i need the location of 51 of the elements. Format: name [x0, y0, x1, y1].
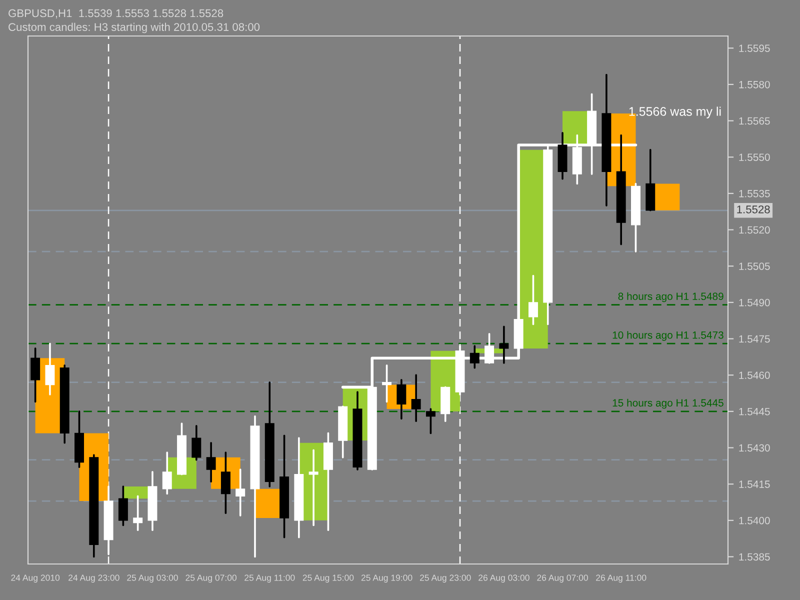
candlestick: [162, 452, 172, 495]
x-tick-label: 25 Aug 07:00: [186, 574, 237, 583]
y-tick-label: 1.5460: [739, 372, 770, 379]
candlestick: [484, 333, 494, 364]
x-tick-label: 26 Aug 11:00: [596, 574, 646, 583]
candlestick: [45, 342, 55, 396]
ref-line-label: 1.5528: [737, 206, 770, 214]
x-tick-label: 25 Aug 03:00: [127, 574, 178, 583]
x-tick-label: 25 Aug 11:00: [244, 574, 295, 583]
x-tick-label: 26 Aug 03:00: [478, 574, 530, 583]
candlestick: [499, 326, 509, 364]
y-tick-label: 1.5565: [739, 117, 770, 125]
y-tick-label: 1.5550: [739, 154, 770, 161]
candlestick: [382, 364, 392, 403]
candlestick: [30, 348, 40, 403]
y-tick-label: 1.5400: [739, 516, 770, 524]
y-tick-label: 1.5430: [739, 444, 770, 452]
y-tick-label: 1.5490: [739, 298, 770, 306]
y-tick-label: 1.5580: [739, 80, 770, 88]
candlestick: [236, 468, 246, 516]
ref-line-label: 8 hours ago H1 1.5489: [618, 292, 724, 302]
y-tick-label: 1.5385: [739, 553, 770, 561]
candlestick: [411, 374, 421, 422]
x-tick-label: 24 Aug 2010: [11, 574, 60, 583]
candlestick: [396, 379, 406, 420]
candlestick: [192, 425, 202, 461]
chart-title: GBPUSD,H1 1.5539 1.5553 1.5528 1.5528: [8, 9, 224, 18]
y-tick-label: 1.5475: [739, 335, 770, 343]
x-tick-label: 25 Aug 19:00: [361, 574, 412, 583]
y-tick-label: 1.5505: [739, 262, 770, 270]
annotation: 1.5566 was my li: [629, 106, 721, 118]
chart-subtitle: Custom candles: H3 starting with 2010.05.31 08:00: [8, 22, 260, 34]
x-tick-label: 26 Aug 07:00: [537, 574, 588, 583]
y-tick-label: 1.5520: [739, 226, 770, 234]
x-tick-label: 24 Aug 23:00: [68, 574, 120, 583]
ref-line-label: 15 hours ago H1 1.5445: [612, 398, 724, 409]
ref-line-label: 10 hours ago H1 1.5473: [612, 331, 724, 341]
candlestick: [426, 408, 436, 434]
candlestick: [206, 442, 216, 483]
candlestick: [118, 486, 128, 526]
y-tick-label: 1.5445: [739, 408, 770, 416]
candlestick: [528, 274, 538, 326]
y-tick-label: 1.5595: [739, 44, 770, 52]
x-tick-label: 25 Aug 23:00: [420, 574, 471, 583]
y-tick-label: 1.5415: [739, 480, 770, 488]
candlestick: [220, 452, 230, 514]
candlestick: [470, 345, 480, 369]
candlestick: [308, 449, 318, 526]
y-tick-label: 1.5535: [739, 190, 770, 198]
x-tick-label: 25 Aug 15:00: [302, 574, 354, 583]
candlestick: [133, 495, 143, 531]
